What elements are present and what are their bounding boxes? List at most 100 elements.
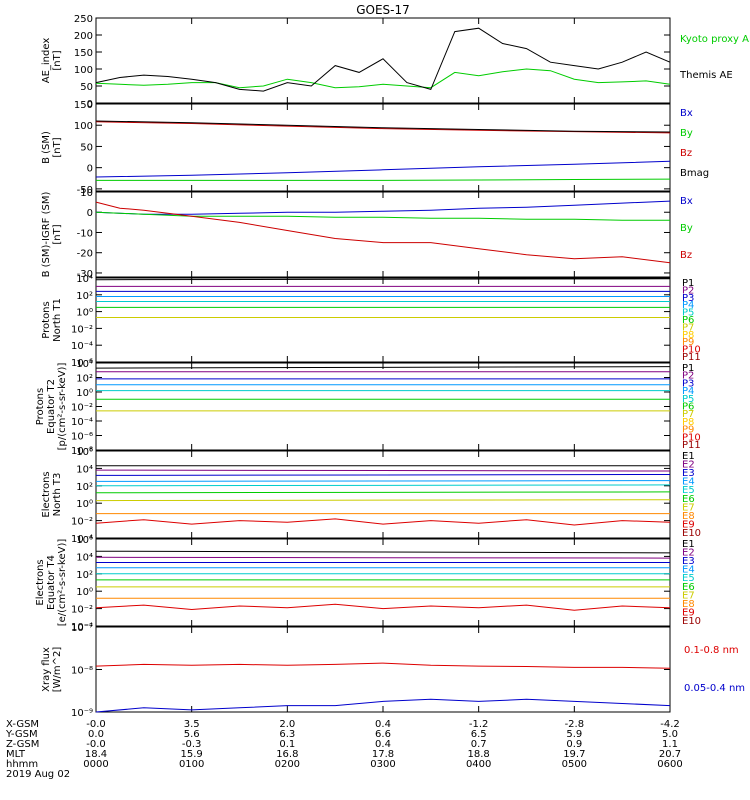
y-axis-label-line: Protons [35,388,46,425]
y-axis-label-line: [W/m^2] [52,647,63,693]
xaxis-row-value: 0.7 [471,739,487,750]
y-tick-label: 10⁻⁴ [71,622,93,633]
xaxis-row-label: X-GSM [6,719,39,730]
legend-entry: Bx [680,196,693,207]
series-line-e3 [95,474,671,476]
legend-entry: P9 [682,425,694,436]
y-tick-label: 10⁶ [76,447,93,458]
series-line-kyoto-proxy-ae [95,68,671,89]
y-axis-label: ElectronsNorth T3 [41,471,63,517]
series-line-e2 [95,469,671,472]
y-tick-label: -30 [77,269,93,280]
y-tick-label: 10² [76,482,93,493]
legend-entry: P10 [682,345,701,356]
legend-entry: P10 [682,432,701,443]
y-tick-label: 150 [74,100,93,111]
y-axis-label-line: Xray flux [41,647,52,692]
legend-entry: P5 [682,308,694,319]
y-tick-label: 10⁰ [76,388,93,399]
legend-entry: Kyoto proxy AE [680,34,750,45]
series-line-bz [95,201,671,264]
xaxis-row-label: MLT [6,749,26,760]
legend-entry: P8 [682,417,694,428]
legend-entry: P7 [682,322,694,333]
y-axis-label-line: B (SM) [41,131,52,164]
xaxis-row-label: Y-GSM [5,729,38,740]
series-line-themis-ae [95,27,671,92]
y-tick-label: 250 [74,14,93,25]
y-tick-label: 10⁴ [76,552,93,563]
series-line-p1 [95,366,671,369]
legend-entry: P3 [682,378,694,389]
legend-entry: E10 [682,616,701,627]
y-tick-label: 10⁻⁷ [71,623,93,634]
y-tick-label: 0 [87,164,93,175]
y-tick-label: 10⁻² [71,517,93,528]
y-axis-label: B (SM)[nT] [41,131,63,164]
y-axis-label: ProtonsEquator T2[p/(cm²-s-sr-keV)] [35,363,68,451]
y-tick-label: 10⁰ [76,499,93,510]
y-tick-label: 10⁻² [71,605,93,616]
y-tick-label: 10⁴ [76,464,93,475]
xaxis-row-value: -1.2 [469,719,489,730]
legend-entry: By [680,223,693,234]
legend-entry: E6 [682,494,695,505]
series-line-e5 [95,484,671,487]
series-line-e9 [95,518,671,526]
y-axis-label-line: Equator T4 [46,555,57,610]
xaxis-row-value: 6.5 [471,729,487,740]
xaxis-row-value: 3.5 [184,719,200,730]
y-axis-label: Xray flux[W/m^2] [41,647,63,693]
xaxis-row-value: 1.1 [662,739,678,750]
legend-entry: E5 [682,573,695,584]
xaxis-date: 2019 Aug 02 [6,769,70,780]
panel-4: 10⁴ 10² 10⁰ 10⁻² 10⁻⁴ 10⁻⁶ ProtonsNorth T1 P1P2… [41,274,701,369]
xaxis-row-value: 0500 [562,759,587,770]
y-axis-label-line: Electrons [35,559,46,605]
panel-frame [95,450,671,539]
legend-entry: E2 [682,460,695,471]
legend-entry: P2 [682,285,694,296]
series-line-e7 [95,499,671,502]
legend-entry: E7 [682,590,695,601]
xaxis-row-value: -0.0 [86,739,106,750]
y-tick-label: 10⁴ [76,274,93,285]
series-line-e6 [95,491,671,494]
y-tick-label: -20 [77,249,93,260]
xaxis-row-value: 0100 [179,759,204,770]
series-line-e2 [95,556,671,559]
y-axis-label-line: [nT] [52,224,63,244]
plot-title: GOES-17 [356,3,410,17]
y-tick-label: 10⁻⁸ [71,446,93,457]
legend-entry: Bmag [680,168,709,179]
legend-entry: E8 [682,511,695,522]
legend-entry: P9 [682,337,694,348]
xaxis-row-value: -0.0 [86,719,106,730]
legend-entry: E9 [682,519,695,530]
xaxis-row-value: 5.6 [184,729,200,740]
y-tick-label: 10⁻⁹ [71,708,93,719]
legend-entry: 0.05-0.4 nm [684,683,745,694]
y-tick-label: 10⁻⁶ [71,358,93,369]
legend-entry: E3 [682,556,695,567]
legend-entry: Bz [680,250,692,261]
y-tick-label: 10⁻⁶ [71,432,93,443]
y-axis-label-line: [e/(cm²-s-sr-keV)] [57,539,68,627]
panel-frame [95,362,671,451]
y-tick-label: -10 [77,228,93,239]
xaxis-row-value: 0.0 [88,729,104,740]
legend-entry: P1 [682,363,694,374]
y-tick-label: -50 [77,185,93,196]
legend-entry: P7 [682,409,694,420]
y-tick-label: 10⁻⁴ [71,534,93,545]
legend-entry: P6 [682,315,694,326]
xaxis-row-value: 5.9 [566,729,582,740]
y-tick-label: 10⁴ [76,359,93,370]
xaxis-row-value: 18.8 [468,749,490,760]
xaxis-row-value: -4.2 [660,719,680,730]
y-axis-label: ProtonsNorth T1 [41,298,63,342]
panel-8: 10⁻⁷ 10⁻⁸ 10⁻⁹ Xray flux[W/m^2] 0.1-0.8 nm 0.… [41,623,745,719]
y-axis-label-line: North T3 [52,473,63,517]
series-line-bx [95,160,671,178]
